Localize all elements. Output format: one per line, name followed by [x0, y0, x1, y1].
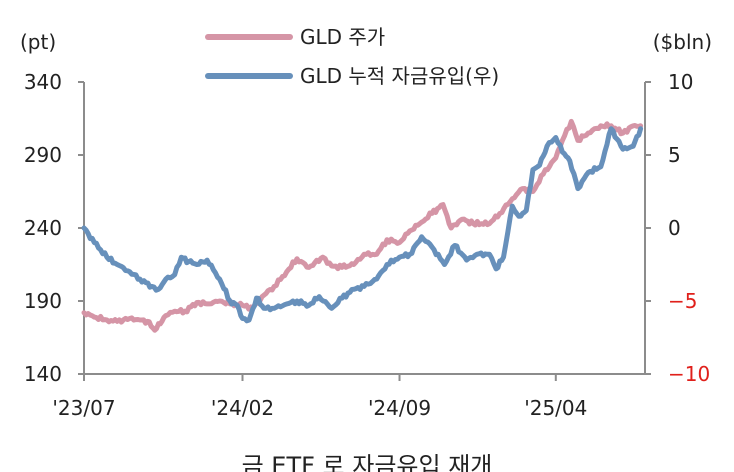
legend-label: GLD 주가: [300, 25, 385, 49]
left-tick-label: 190: [24, 289, 62, 313]
chart-caption: 금 ETF 로 자금유입 재개: [242, 452, 493, 472]
right-tick-label: 0: [668, 216, 681, 240]
right-tick-label: −10: [668, 362, 710, 386]
x-tick-label: '24/02: [211, 396, 274, 420]
x-tick-label: '24/09: [368, 396, 431, 420]
tick-labels: 340 290 240 190 140 10 5 0 −5 −10 '23/07 '24/02 '24/…: [24, 70, 710, 420]
x-tick-label: '25/04: [524, 396, 587, 420]
series-line-gld-price: [81, 118, 644, 333]
legend-label: GLD 누적 자금유입(우): [300, 64, 499, 88]
right-axis-unit: ($bln): [653, 30, 712, 54]
legend: GLD 주가 GLD 누적 자금유입(우): [205, 25, 499, 88]
axes: [78, 81, 651, 381]
left-tick-label: 240: [24, 216, 62, 240]
right-tick-label: −5: [668, 289, 697, 313]
series-line-gld-cumulative-flow: [81, 126, 644, 324]
left-tick-label: 140: [24, 362, 62, 386]
right-tick-label: 10: [668, 70, 693, 94]
left-tick-label: 340: [24, 70, 62, 94]
left-axis-unit: (pt): [20, 30, 56, 54]
x-tick-label: '23/07: [52, 396, 115, 420]
left-tick-label: 290: [24, 143, 62, 167]
series-lines: [81, 118, 644, 333]
right-tick-label: 5: [668, 143, 681, 167]
